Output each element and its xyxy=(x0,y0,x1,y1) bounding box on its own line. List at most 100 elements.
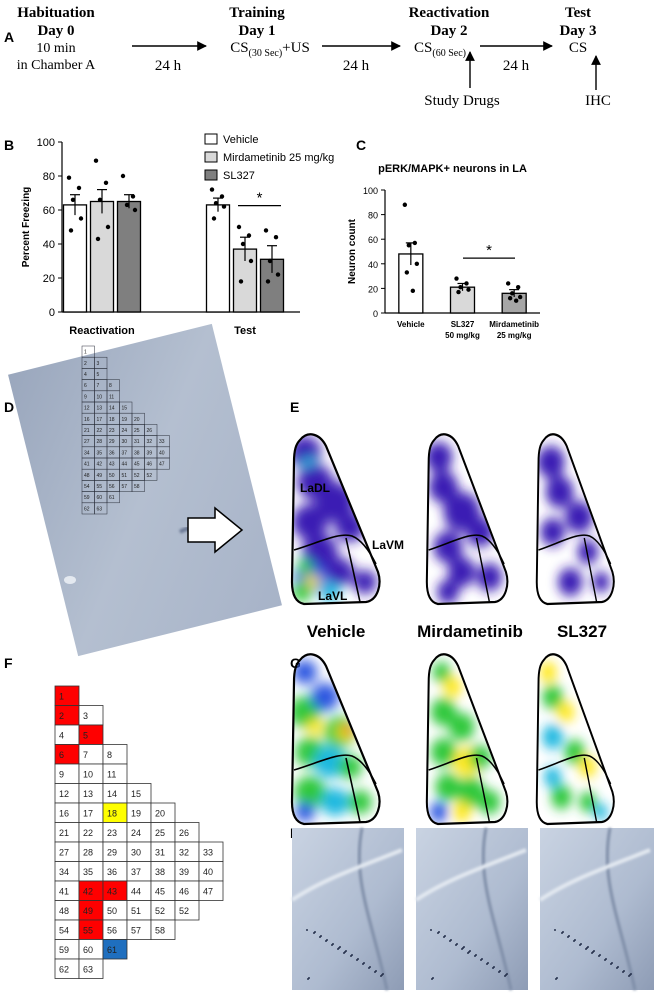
grid-cell xyxy=(174,900,200,921)
grid-cell-label: 43 xyxy=(107,886,117,896)
data-point xyxy=(505,281,511,286)
blob xyxy=(428,471,459,503)
cell-dot xyxy=(456,943,458,945)
heatmaps xyxy=(290,433,615,826)
x-tick-label: Mirdametinib xyxy=(489,320,539,329)
cell-dot xyxy=(438,931,440,933)
grid-cell-label: 3 xyxy=(97,361,100,367)
heatmap xyxy=(425,433,509,606)
blob xyxy=(435,773,461,801)
grid-cell-label: 41 xyxy=(84,462,90,468)
panel-label: F xyxy=(4,655,13,671)
grid-cell-label: 63 xyxy=(97,506,103,512)
blob xyxy=(294,776,326,808)
grid-cell-label: 38 xyxy=(134,450,140,456)
group-labels: Vehicle Mirdametinib SL327 xyxy=(307,622,607,641)
blob xyxy=(542,685,564,709)
step-title: Reactivation xyxy=(409,5,490,21)
x-tick-label: Test xyxy=(234,325,256,337)
grid-cell-label: 14 xyxy=(109,406,115,412)
cell-dot xyxy=(369,966,371,968)
grid-cell-label: 27 xyxy=(84,439,90,445)
grid-cell-label: 25 xyxy=(155,828,165,838)
subregion-lines xyxy=(538,754,612,823)
grid-cell-label: 44 xyxy=(122,462,128,468)
y-tick-label: 40 xyxy=(43,239,55,251)
grid-cell-label: 18 xyxy=(107,808,117,818)
grid-cell-label: 22 xyxy=(97,428,103,434)
grid-cell-label: 48 xyxy=(59,906,69,916)
y-tick-label: 0 xyxy=(49,307,55,319)
cell-dot xyxy=(580,943,582,945)
cell-dot xyxy=(499,970,501,972)
blob xyxy=(469,745,492,769)
data-point xyxy=(267,258,273,264)
blob xyxy=(292,504,328,540)
grid-cell-label: 45 xyxy=(155,886,165,896)
y-tick-label: 80 xyxy=(368,211,378,221)
cell-dot xyxy=(493,966,495,968)
subregion-lines xyxy=(428,754,505,823)
cell-dot xyxy=(568,935,570,937)
cell-dot xyxy=(475,954,477,956)
blob xyxy=(348,790,372,814)
blob xyxy=(320,582,340,602)
blob xyxy=(321,788,349,816)
cell-dot xyxy=(562,931,564,933)
grid-cell-label: 20 xyxy=(134,417,140,423)
grid-cell-label: 39 xyxy=(179,867,189,877)
grid-cell-label: 60 xyxy=(97,495,103,501)
cell-dot xyxy=(432,977,434,979)
bar xyxy=(449,286,476,314)
grid-cell-label: 30 xyxy=(131,847,141,857)
grid-cell-label: 1 xyxy=(84,350,87,356)
grid-cell-label: 52 xyxy=(147,473,153,479)
heatmap xyxy=(290,433,381,606)
blob xyxy=(353,570,377,594)
data-point xyxy=(515,284,521,290)
grid-cell-label: 59 xyxy=(59,945,69,955)
grid-cell xyxy=(131,480,145,492)
grid-cell-label: 46 xyxy=(179,886,189,896)
cell-dot xyxy=(444,935,446,937)
spot xyxy=(64,576,76,584)
cell-dot xyxy=(357,958,359,960)
grid-cell-label: 56 xyxy=(107,925,117,935)
data-point xyxy=(124,202,130,208)
step-cs: CS(30 Sec)+US xyxy=(230,40,310,59)
significance-label: * xyxy=(257,190,263,207)
y-tick-label: 0 xyxy=(373,309,378,319)
blob xyxy=(478,790,501,814)
grid-cell xyxy=(102,939,128,960)
blob xyxy=(302,534,338,570)
cell-dot xyxy=(382,973,384,975)
panel-label: A xyxy=(4,29,14,45)
data-point xyxy=(97,197,103,202)
step-text: in Chamber A xyxy=(17,58,96,73)
panel-label: C xyxy=(356,137,366,153)
grid-cell-label: 29 xyxy=(107,847,117,857)
blob xyxy=(433,531,463,563)
grid-cell-label: 56 xyxy=(109,484,115,490)
cell-dot xyxy=(430,929,432,931)
interval: 24 h xyxy=(503,58,530,74)
grid-cell-label: 52 xyxy=(155,906,165,916)
cell-dot xyxy=(326,939,328,941)
bar xyxy=(89,200,115,313)
subregion-lines xyxy=(538,534,612,603)
data-point xyxy=(456,289,461,295)
blob xyxy=(426,442,453,472)
cell-dot xyxy=(630,973,632,975)
grid-cell-label: 10 xyxy=(83,769,93,779)
grid-cell-label: 5 xyxy=(97,372,100,378)
charts: 0 20 40 60 80 100 Percent Freezing Reactivation… xyxy=(21,133,540,340)
blob xyxy=(448,713,475,741)
step-title: Test xyxy=(565,5,591,21)
error-bar xyxy=(97,189,107,214)
data-point xyxy=(211,216,217,221)
grid-cell-label: 15 xyxy=(122,406,128,412)
grid-cell-label: 36 xyxy=(109,450,115,456)
grid-cell-label: 55 xyxy=(97,484,103,490)
data-point xyxy=(236,224,242,230)
